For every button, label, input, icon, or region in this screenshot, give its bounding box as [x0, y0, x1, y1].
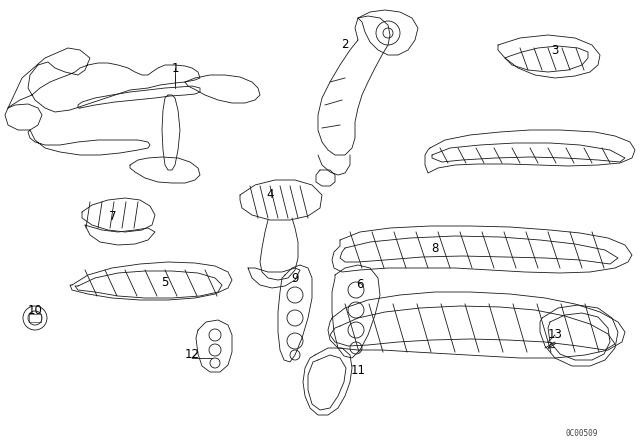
Text: 2: 2 [341, 39, 349, 52]
Text: 13: 13 [548, 328, 563, 341]
Text: 9: 9 [291, 271, 299, 284]
Text: 11: 11 [351, 363, 365, 376]
Text: 0C00509: 0C00509 [566, 429, 598, 438]
Text: 5: 5 [161, 276, 169, 289]
Text: 3: 3 [551, 43, 559, 56]
Text: 6: 6 [356, 279, 364, 292]
Text: 8: 8 [431, 241, 438, 254]
Text: 1: 1 [172, 61, 179, 74]
Text: 10: 10 [28, 303, 42, 316]
Text: 7: 7 [109, 211, 116, 224]
Text: 12: 12 [184, 349, 200, 362]
Text: 4: 4 [266, 189, 274, 202]
